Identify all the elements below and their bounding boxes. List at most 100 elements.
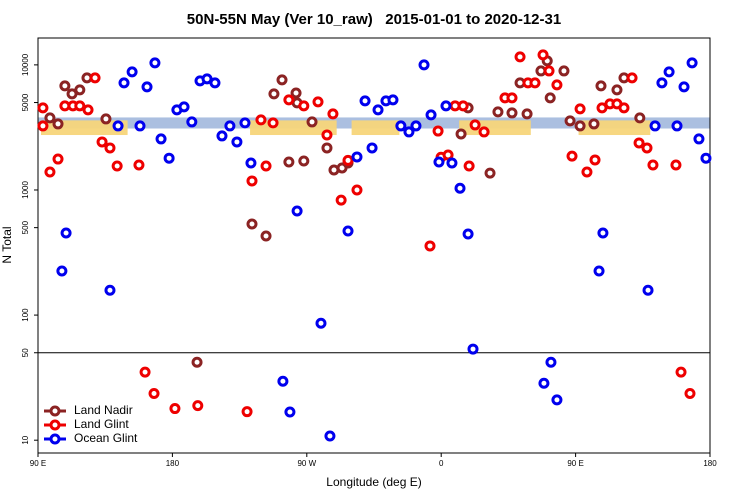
data-point (155, 133, 167, 145)
data-point (611, 84, 623, 96)
data-point (581, 166, 593, 178)
data-point (647, 159, 659, 171)
data-point (342, 154, 354, 166)
data-point (670, 159, 682, 171)
x-tick-label: 0 (439, 459, 444, 468)
data-point (545, 356, 557, 368)
data-point (686, 57, 698, 69)
data-point (633, 137, 645, 149)
data-point (678, 81, 690, 93)
data-point (321, 129, 333, 141)
data-point (634, 112, 646, 124)
legend-label: Land Nadir (74, 403, 133, 417)
data-point (410, 120, 422, 132)
data-point (566, 150, 578, 162)
data-point (37, 120, 49, 132)
data-point (148, 388, 160, 400)
data-point (324, 430, 336, 442)
data-point (433, 156, 445, 168)
data-point (56, 265, 68, 277)
data-point (351, 151, 363, 163)
data-point (484, 167, 496, 179)
data-point (641, 142, 653, 154)
data-point (239, 117, 251, 129)
data-point (529, 77, 541, 89)
data-point (506, 92, 518, 104)
data-point (514, 51, 526, 63)
data-point (700, 152, 712, 164)
data-point (260, 230, 272, 242)
data-point (574, 120, 586, 132)
data-point (74, 100, 86, 112)
data-point (216, 130, 228, 142)
data-point (656, 77, 668, 89)
data-point (52, 118, 64, 130)
data-point (104, 142, 116, 154)
data-point (432, 125, 444, 137)
data-point (663, 66, 675, 78)
data-point (191, 356, 203, 368)
data-point (558, 65, 570, 77)
data-point (59, 80, 71, 92)
data-point (133, 159, 145, 171)
data-point (626, 72, 638, 84)
y-tick-label: 1000 (21, 181, 30, 199)
data-point (693, 133, 705, 145)
data-point (276, 74, 288, 86)
data-point (163, 152, 175, 164)
data-point (60, 227, 72, 239)
data-point (260, 160, 272, 172)
data-point (298, 155, 310, 167)
data-point (118, 77, 130, 89)
data-point (537, 49, 549, 61)
data-point (224, 120, 236, 132)
data-point (169, 403, 181, 415)
data-point (139, 366, 151, 378)
data-point (372, 104, 384, 116)
data-point (455, 128, 467, 140)
data-point (492, 106, 504, 118)
data-point (111, 160, 123, 172)
data-point (418, 59, 430, 71)
data-point (359, 95, 371, 107)
data-point (321, 142, 333, 154)
data-point (403, 126, 415, 138)
data-point (551, 79, 563, 91)
data-point (425, 109, 437, 121)
data-point (112, 120, 124, 132)
data-point (597, 227, 609, 239)
data-point (246, 218, 258, 230)
x-tick-label: 180 (703, 459, 717, 468)
data-point (593, 265, 605, 277)
legend-label: Land Glint (74, 417, 129, 431)
data-point (454, 182, 466, 194)
data-point (178, 101, 190, 113)
data-point (596, 102, 608, 114)
data-point (467, 343, 479, 355)
data-point (284, 406, 296, 418)
data-point (74, 84, 86, 96)
data-point (463, 160, 475, 172)
data-point (245, 157, 257, 169)
data-point (186, 116, 198, 128)
data-point (290, 87, 302, 99)
x-tick-label: 180 (166, 459, 180, 468)
data-point (44, 112, 56, 124)
density-band (351, 120, 400, 136)
x-tick-label: 90 E (567, 459, 583, 468)
data-point (564, 115, 576, 127)
data-point (671, 120, 683, 132)
data-point (192, 400, 204, 412)
data-point (478, 126, 490, 138)
data-point (543, 65, 555, 77)
data-point (201, 73, 213, 85)
data-point (588, 118, 600, 130)
data-point (649, 120, 661, 132)
y-tick-label: 100 (21, 308, 30, 322)
data-point (291, 205, 303, 217)
data-point (366, 142, 378, 154)
data-point (506, 107, 518, 119)
data-point (100, 113, 112, 125)
data-point (66, 88, 78, 100)
